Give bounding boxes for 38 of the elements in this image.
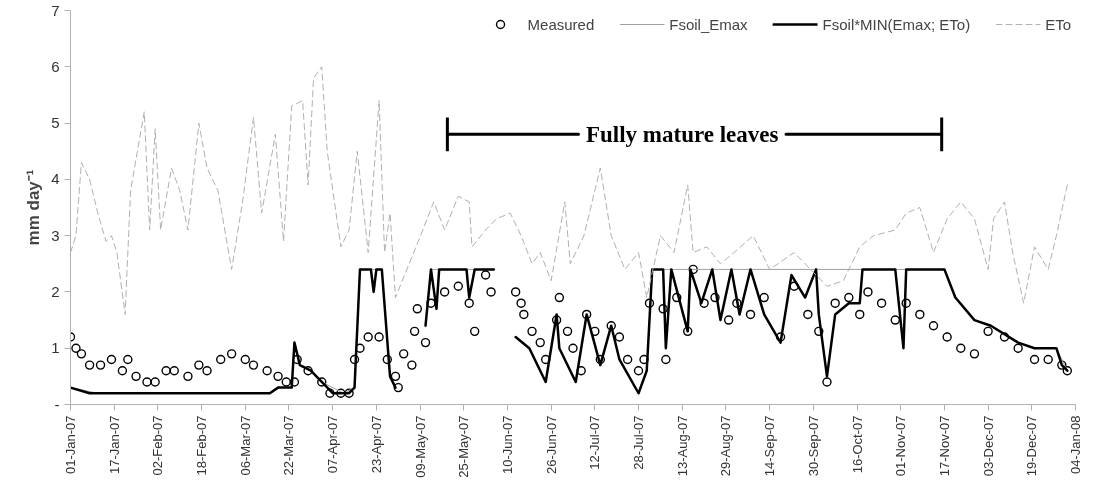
x-tick-label: 16-Oct-07	[849, 415, 865, 474]
x-tick-label: 29-Aug-07	[718, 415, 734, 477]
legend-label: Fsoil_Emax	[669, 15, 748, 33]
legend-label: Measured	[527, 15, 595, 33]
x-tick-label: 30-Sep-07	[805, 415, 821, 477]
y-tick-label: -	[54, 395, 60, 413]
x-tick-label: 28-Jul-07	[631, 415, 647, 470]
x-tick-label: 26-Jun-07	[543, 415, 559, 475]
x-tick-label: 13-Aug-07	[674, 415, 690, 477]
x-tick-label: 18-Feb-07	[194, 415, 210, 476]
x-tick-label: 09-May-07	[412, 415, 428, 478]
x-tick-label: 01-Jan-07	[63, 415, 78, 475]
x-tick-label: 14-Sep-07	[762, 415, 778, 477]
y-tick-label: 5	[51, 114, 60, 132]
x-tick-label: 07-Apr-07	[325, 415, 341, 474]
x-tick-label: 12-Jul-07	[587, 415, 603, 470]
x-tick-label: 22-Mar-07	[281, 415, 297, 476]
legend-label: ETo	[1045, 15, 1071, 33]
y-tick-label: 4	[51, 170, 60, 188]
y-tick-label: 6	[51, 57, 60, 75]
series-label: Fully mature leaves	[585, 121, 779, 147]
x-tick-label: 19-Dec-07	[1024, 415, 1040, 477]
x-tick-label: 03-Dec-07	[980, 415, 996, 477]
x-tick-label: 04-Jan-08	[1068, 415, 1083, 475]
x-tick-label: 25-May-07	[456, 415, 472, 478]
x-tick-label: 10-Jun-07	[499, 415, 515, 475]
x-tick-label: 01-Nov-07	[893, 415, 909, 477]
x-tick-label: 23-Apr-07	[368, 415, 384, 474]
x-tick-label: 17-Jan-07	[106, 415, 122, 475]
y-tick-label: 2	[51, 282, 60, 300]
y-tick-label: 1	[51, 339, 60, 357]
x-tick-label: 02-Feb-07	[150, 415, 166, 476]
legend-label: Fsoil*MIN(Emax; ETo)	[822, 15, 971, 33]
y-axis-title: mm day⁻¹	[24, 169, 44, 246]
y-tick-label: 3	[51, 226, 60, 244]
x-tick-label: 17-Nov-07	[936, 415, 952, 477]
y-tick-label: 7	[51, 1, 60, 19]
x-tick-label: 06-Mar-07	[237, 415, 253, 476]
